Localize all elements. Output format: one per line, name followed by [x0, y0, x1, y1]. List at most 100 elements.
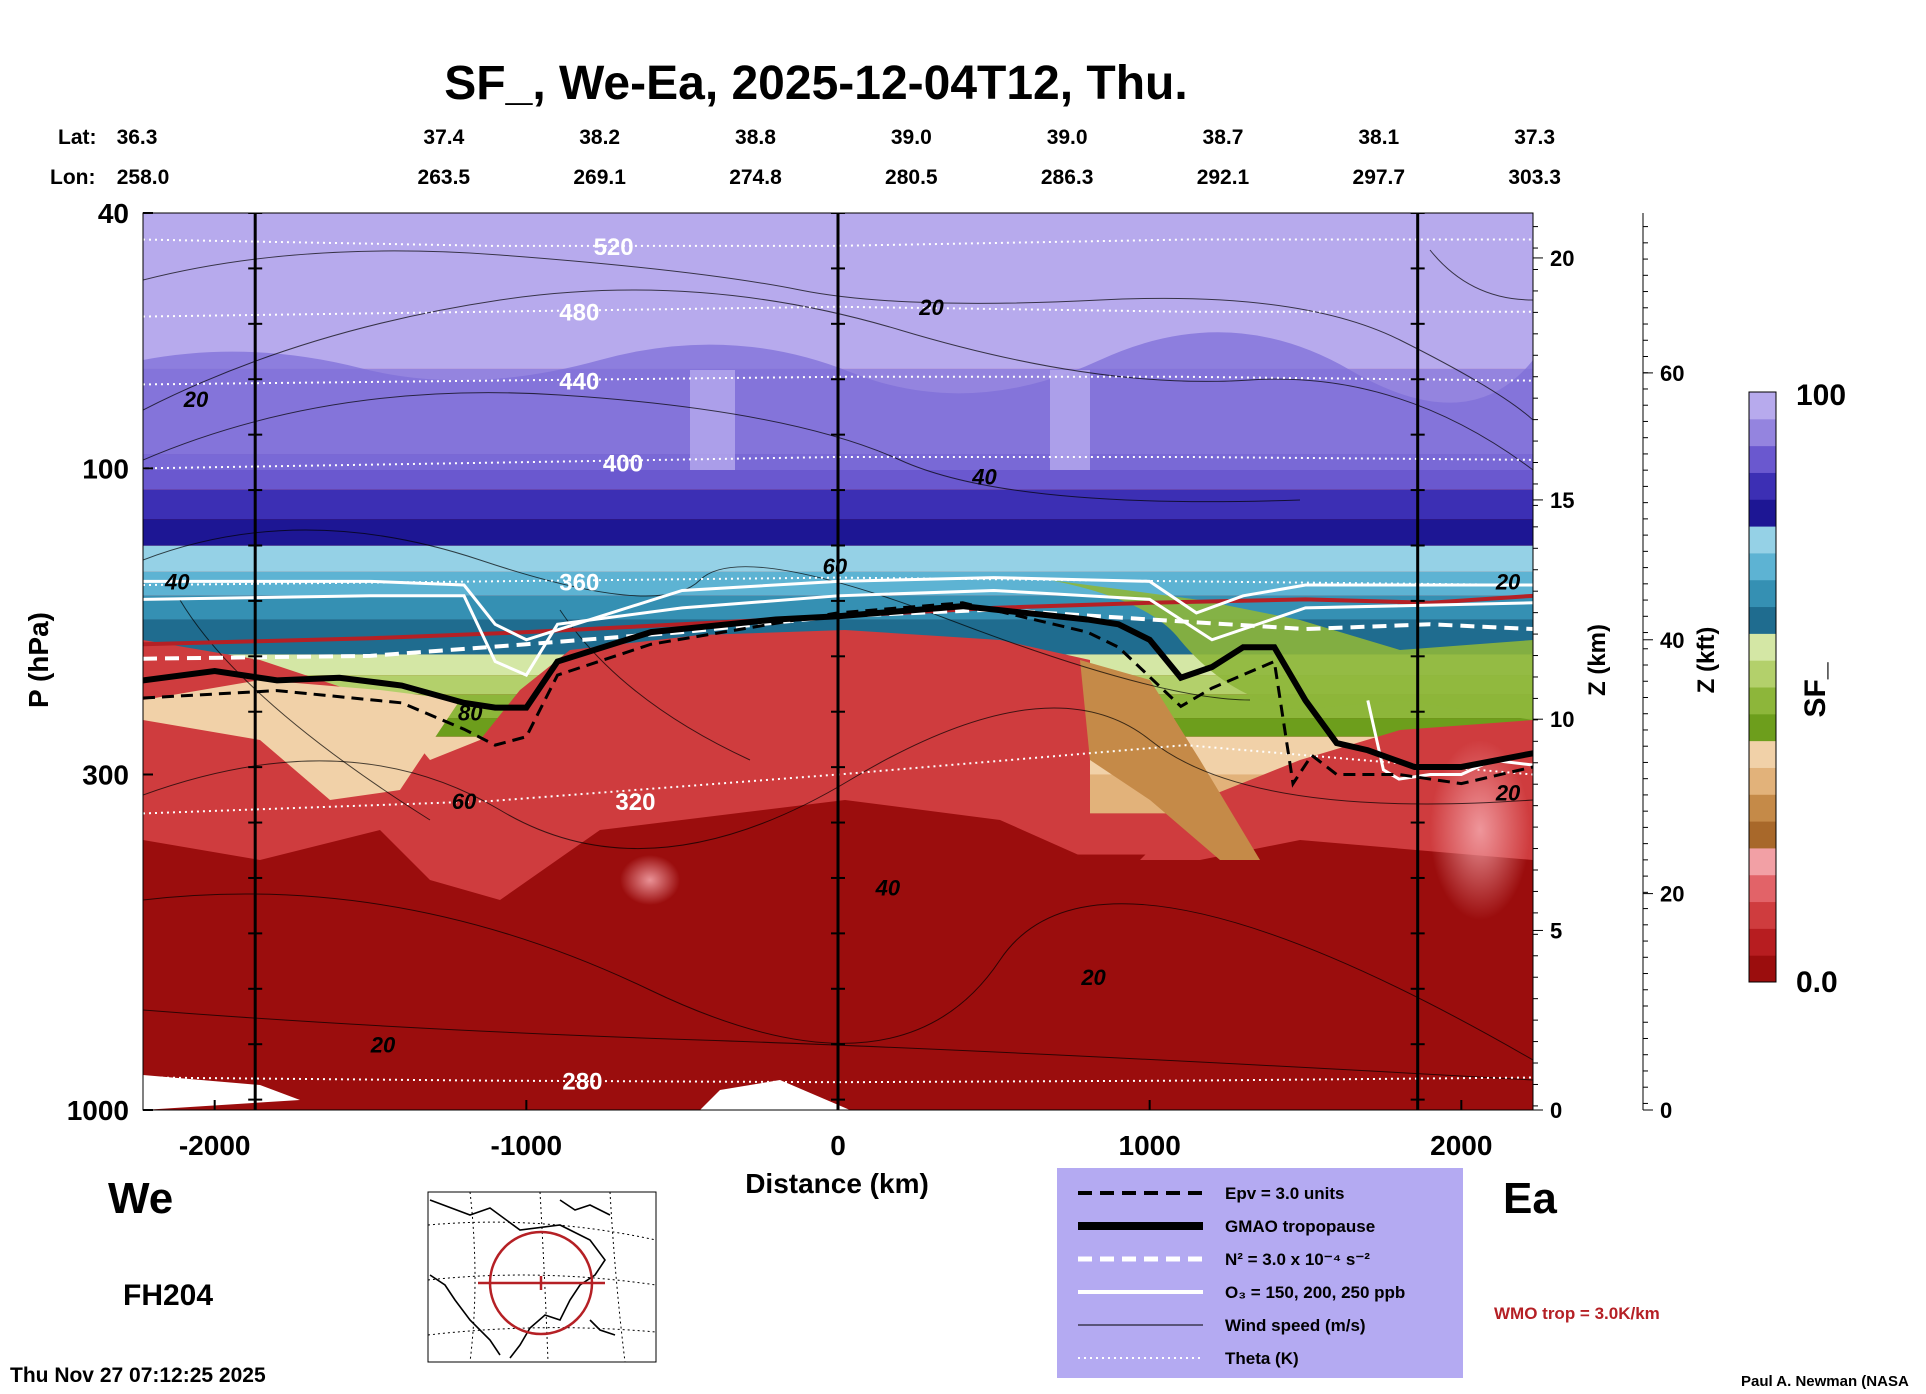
- pink-blob: [1430, 740, 1530, 920]
- x-tick-label: -2000: [179, 1130, 251, 1161]
- brown-region: [1080, 660, 1260, 860]
- theta-contour: [143, 238, 1533, 247]
- colorbar-segment: [1749, 767, 1776, 795]
- tan-region: [143, 680, 460, 800]
- lon-value: 258.0: [117, 166, 170, 189]
- z-km-tick-label: 20: [1550, 246, 1574, 271]
- colorbar-segment: [1749, 901, 1776, 929]
- lat-value: 36.3: [117, 126, 158, 149]
- lon-value: 286.3: [1041, 166, 1094, 189]
- theta-contour: [143, 455, 1533, 470]
- lon-value: 269.1: [573, 166, 626, 189]
- lat-label: Lat:: [58, 126, 97, 149]
- wind-contour: [143, 529, 1251, 701]
- x-tick-label: 0: [830, 1130, 846, 1161]
- colorbar-segment: [1749, 579, 1776, 608]
- wmo-trop-label: WMO trop = 3.0K/km: [1494, 1304, 1660, 1323]
- lon-label: Lon:: [50, 166, 95, 189]
- lat-value: 38.7: [1203, 126, 1244, 149]
- colorbar-segment: [1749, 794, 1776, 822]
- theta-label: 520: [594, 234, 634, 261]
- colorbar-max-label: 100: [1796, 379, 1846, 412]
- legend-label: Theta (K): [1225, 1349, 1299, 1368]
- colorbar-segment: [1749, 687, 1776, 715]
- lon-value: 303.3: [1508, 166, 1561, 189]
- wind-label: 20: [370, 1032, 396, 1057]
- wind-label: 20: [1495, 780, 1521, 805]
- legend-label: GMAO tropopause: [1225, 1217, 1375, 1236]
- theta-contour: [143, 305, 1533, 318]
- colorbar-segment: [1749, 445, 1776, 473]
- lon-value: 297.7: [1353, 166, 1406, 189]
- lat-value: 38.2: [579, 126, 620, 149]
- wind-label: 40: [875, 875, 901, 900]
- colorbar-segment: [1749, 418, 1776, 447]
- y-tick-label: 1000: [67, 1095, 129, 1126]
- z-kft-tick-label: 20: [1660, 882, 1684, 907]
- z-kft-tick-label: 60: [1660, 361, 1684, 386]
- legend-background: [1057, 1168, 1463, 1378]
- y-tick-label: 100: [82, 453, 129, 484]
- plot-area: 20 40 20 40 60 80 60 40 20 20 20 20 520 480 440 400 360…: [143, 213, 1533, 1110]
- colorbar-segment: [1749, 660, 1776, 688]
- colorbar: [1748, 391, 1777, 983]
- theta-label: 360: [559, 569, 599, 596]
- wind-speed-labels: 20 40 20 40 60 80 60 40 20 20 20 20: [164, 295, 1521, 1058]
- wind-label: 20: [918, 295, 944, 320]
- wind-contour: [143, 250, 1533, 421]
- colorbar-segment: [1749, 552, 1776, 581]
- wind-contour: [143, 893, 1533, 1061]
- lon-value: 292.1: [1197, 166, 1250, 189]
- wind-contour: [143, 289, 1533, 471]
- lat-value: 39.0: [1047, 126, 1088, 149]
- legend-label: Wind speed (m/s): [1225, 1316, 1366, 1335]
- credit: Paul A. Newman (NASA: [1741, 1373, 1909, 1390]
- strat-gap: [690, 370, 735, 470]
- colorbar-segment: [1749, 606, 1776, 634]
- lat-value: 37.3: [1514, 126, 1555, 149]
- lat-value: 38.1: [1358, 126, 1399, 149]
- colorbar-segment: [1749, 472, 1776, 500]
- lon-value: 280.5: [885, 166, 938, 189]
- z-km-axis-label: Z (km): [1584, 624, 1611, 696]
- lon-value: 274.8: [729, 166, 782, 189]
- wind-label: 20: [1080, 965, 1106, 990]
- lat-value: 39.0: [891, 126, 932, 149]
- wind-contour: [143, 1009, 1533, 1081]
- y-axis-label: P (hPa): [23, 612, 54, 708]
- green-region: [1050, 580, 1533, 720]
- theta-label: 280: [562, 1069, 602, 1096]
- colorbar-label: SF_: [1799, 662, 1832, 717]
- legend-label: O₃ = 150, 200, 250 ppb: [1225, 1283, 1405, 1302]
- timestamp: Thu Nov 27 07:12:25 2025: [10, 1364, 266, 1387]
- colorbar-segment: [1749, 526, 1776, 554]
- z-kft-axis: 60 40 20 0: [1642, 213, 1684, 1123]
- legend: Epv = 3.0 units GMAO tropopause N² = 3.0 x…: [1057, 1168, 1463, 1378]
- wind-speed-contours: [143, 249, 1533, 1081]
- theta-label: 320: [615, 789, 655, 816]
- wind-contour: [143, 392, 1301, 503]
- theta-contour: [143, 1076, 1533, 1084]
- theta-label: 440: [559, 369, 599, 396]
- theta-contour: [143, 576, 1533, 587]
- wind-label: 20: [183, 387, 209, 412]
- wind-label: 80: [458, 700, 483, 725]
- wind-label: 40: [971, 465, 997, 490]
- inset-map-graticule: [427, 1191, 657, 1363]
- theta-contour: [143, 375, 1533, 386]
- inset-map: [427, 1191, 657, 1363]
- theta-labels: 520 480 440 400 360 320 280: [559, 234, 655, 1096]
- wind-contour: [559, 609, 751, 761]
- x-tick-label: -1000: [491, 1130, 563, 1161]
- colorbar-segment: [1749, 633, 1776, 661]
- x-tick-label: 2000: [1430, 1130, 1492, 1161]
- wind-contour: [143, 707, 1533, 849]
- z-kft-axis-label: Z (kft): [1693, 627, 1720, 694]
- x-tick-label: 1000: [1119, 1130, 1181, 1161]
- y-tick-label: 40: [98, 198, 129, 229]
- lon-values: 258.0 263.5 269.1 274.8 280.5 286.3 292.1 297.7…: [117, 166, 1561, 189]
- legend-label: Epv = 3.0 units: [1225, 1184, 1345, 1203]
- z-kft-tick-label: 40: [1660, 628, 1684, 653]
- theta-label: 480: [559, 300, 599, 327]
